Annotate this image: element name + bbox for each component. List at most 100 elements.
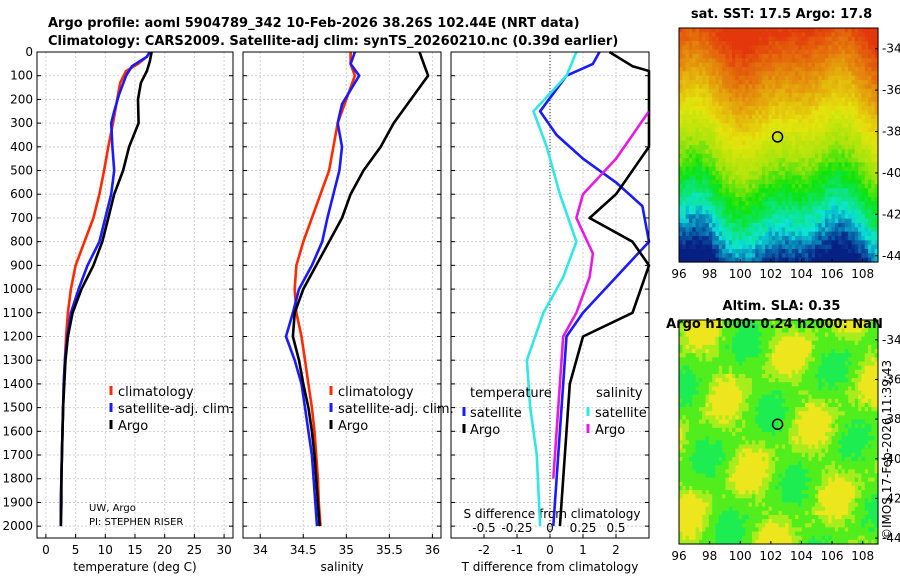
map-cell: [824, 54, 829, 59]
map-cell: [811, 80, 816, 85]
map-cell: [861, 171, 866, 176]
map-cell: [755, 106, 760, 111]
map-cell: [682, 357, 687, 363]
map-cell: [688, 45, 693, 51]
map-cell: [758, 67, 763, 72]
map-cell: [758, 390, 763, 396]
map-cell: [761, 257, 766, 263]
map-cell: [715, 106, 720, 111]
map-cell: [868, 88, 872, 94]
map-cell: [692, 390, 697, 396]
map-cell: [824, 390, 829, 396]
map-cell: [841, 390, 846, 396]
map-cell: [871, 93, 876, 98]
map-cell: [771, 378, 776, 383]
map-cell: [765, 140, 770, 146]
map-cell: [814, 158, 819, 163]
map-cell: [698, 197, 703, 202]
map-cell: [858, 67, 863, 72]
map-cell: [781, 394, 786, 400]
map-cell: [679, 162, 683, 168]
map-cell: [795, 349, 799, 354]
map-cell: [755, 62, 760, 68]
map-cell: [871, 332, 876, 338]
map-cell: [735, 36, 740, 42]
map-cell: [702, 357, 707, 363]
map-cell: [821, 244, 826, 250]
map-cell: [718, 179, 723, 185]
map-cell: [858, 158, 863, 163]
map-cell: [692, 402, 697, 408]
map-cell: [808, 365, 813, 371]
map-cell: [854, 127, 859, 133]
map-cell: [868, 192, 872, 198]
map-cell: [732, 197, 736, 202]
map-cell: [854, 253, 859, 259]
map-cell: [868, 394, 872, 400]
map-cell: [705, 132, 710, 137]
map-cell: [798, 166, 803, 172]
map-cell: [788, 127, 793, 133]
map-cell: [698, 166, 703, 172]
map-cell: [805, 106, 809, 111]
map-cell: [728, 75, 733, 81]
legend-title: salinity: [596, 386, 643, 401]
map-cell: [688, 188, 693, 194]
map-cell: [758, 214, 763, 220]
map-cell: [745, 328, 750, 334]
map-cell: [841, 218, 846, 224]
map-cell: [742, 369, 746, 375]
map-cell: [715, 67, 720, 72]
map-cell: [758, 402, 763, 408]
map-cell: [864, 201, 869, 207]
map-cell: [858, 175, 863, 181]
map-cell: [871, 411, 876, 417]
map-cell: [708, 373, 713, 379]
map-cell: [725, 45, 730, 51]
map-cell: [708, 45, 713, 51]
map-cell: [798, 127, 803, 133]
map-cell: [771, 349, 776, 354]
map-cell: [771, 249, 776, 254]
map-cell: [805, 369, 809, 375]
map-cell: [828, 123, 833, 129]
map-cell: [851, 411, 856, 417]
map-cell: [761, 378, 766, 383]
map-cell: [702, 227, 707, 233]
map-cell: [682, 132, 687, 137]
map-cell: [715, 184, 720, 189]
map-cell: [732, 340, 736, 346]
map-cell: [725, 214, 730, 220]
map-cell: [805, 332, 809, 338]
map-cell: [705, 36, 710, 42]
map-cell: [722, 106, 727, 111]
map-cell: [801, 54, 806, 59]
map-cell: [778, 101, 783, 107]
y-tick-label: 400: [10, 140, 33, 154]
map-cell: [765, 127, 770, 133]
map-cell: [854, 28, 859, 33]
map-cell: [722, 386, 727, 392]
map-cell: [688, 236, 693, 241]
map-cell: [748, 179, 753, 185]
map-cell: [781, 236, 786, 241]
map-cell: [688, 197, 693, 202]
map-cell: [864, 240, 869, 246]
map-cell: [695, 106, 700, 111]
map-cell: [715, 407, 720, 412]
map-cell: [765, 382, 770, 387]
map-cell: [795, 71, 799, 77]
map-cell: [864, 257, 869, 263]
map-cell: [841, 344, 846, 350]
map-cell: [705, 214, 710, 220]
map-cell: [748, 402, 753, 408]
map-cell: [854, 166, 859, 172]
map-cell: [755, 240, 760, 246]
map-cell: [679, 41, 683, 46]
map-cell: [858, 382, 863, 387]
map-cell: [811, 407, 816, 412]
map-cell: [712, 45, 717, 51]
map-cell: [745, 158, 750, 163]
map-cell: [818, 407, 823, 412]
map-cell: [868, 357, 872, 363]
